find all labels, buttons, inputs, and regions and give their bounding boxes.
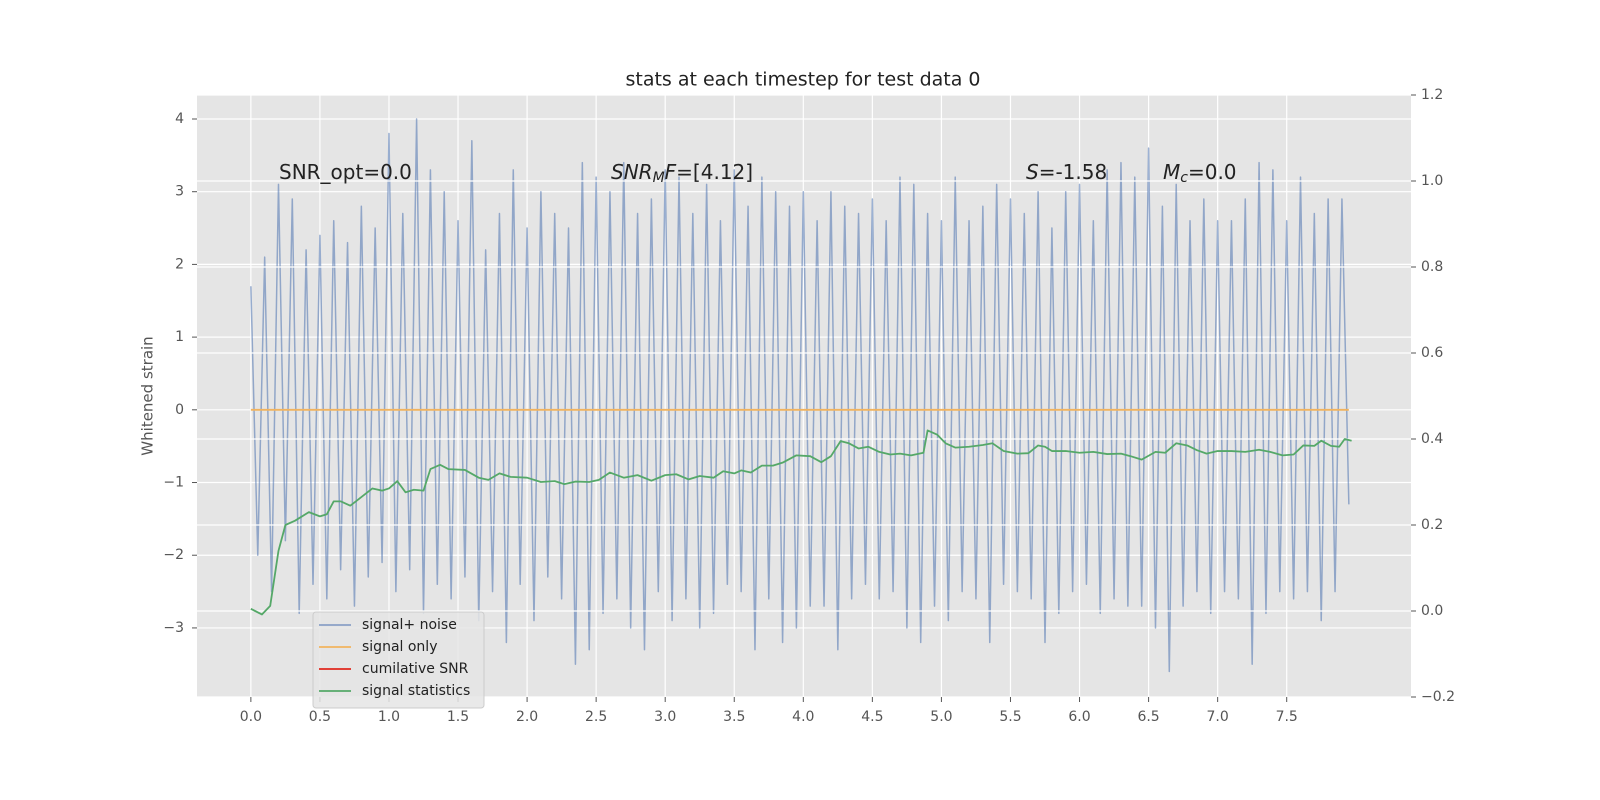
- legend-label: signal+ noise: [362, 617, 457, 633]
- y2-tick-label: 0.8: [1421, 259, 1443, 275]
- y-tick-label: −3: [163, 620, 184, 636]
- x-tick-label: 2.5: [585, 709, 607, 725]
- x-tick-label: 7.5: [1276, 709, 1298, 725]
- x-tick-label: 3.5: [723, 709, 745, 725]
- y-tick-label: 4: [175, 111, 184, 127]
- x-tick-label: 0.5: [309, 709, 331, 725]
- annotation-part: c: [1180, 170, 1188, 186]
- annotation-part: =0.0: [1188, 160, 1237, 184]
- y2-tick-label: 1.2: [1421, 87, 1443, 103]
- x-tick-label: 5.0: [930, 709, 952, 725]
- y2-tick-label: 0.0: [1421, 603, 1443, 619]
- y-tick-label: 1: [175, 329, 184, 345]
- annotation-part: M: [1163, 160, 1180, 184]
- annotation-part: F: [665, 160, 677, 184]
- annotation-part: =[4.12]: [676, 160, 753, 184]
- x-tick-label: 4.0: [792, 709, 814, 725]
- y-tick-label: 0: [175, 402, 184, 418]
- overlay-layer: SNR_opt=0.0 SNRMF=[4.12] S=-1.58 Mc=0.0: [197, 94, 1411, 698]
- chart-title: stats at each timestep for test data 0: [625, 69, 980, 91]
- series-line: [250, 429, 1352, 616]
- annotation-part: SNR: [611, 160, 653, 184]
- legend-label: signal only: [362, 639, 437, 655]
- annotation-part: M: [653, 170, 665, 186]
- legend-box: [312, 611, 485, 709]
- x-tick-label: 6.5: [1137, 709, 1159, 725]
- x-tick-label: 6.0: [1068, 709, 1090, 725]
- y-tick-label: −1: [163, 475, 184, 491]
- x-tick-label: 0.0: [240, 709, 262, 725]
- x-tick-label: 1.0: [378, 709, 400, 725]
- annotation: SNR_opt=0.0: [279, 160, 412, 184]
- legend-label: signal statistics: [362, 683, 470, 699]
- annotation-part: =-1.58: [1039, 160, 1108, 184]
- y2-tick-label: 1.0: [1421, 173, 1443, 189]
- annotation: SNRMF=[4.12]: [611, 160, 753, 187]
- x-tick-label: 7.0: [1207, 709, 1229, 725]
- x-tick-label: 5.5: [999, 709, 1021, 725]
- annotation-part: SNR_opt=0.0: [279, 160, 412, 184]
- y2-tick-label: −0.2: [1421, 689, 1455, 705]
- y2-tick-label: 0.6: [1421, 345, 1443, 361]
- legend-label: cumilative SNR: [362, 661, 469, 677]
- y-tick-label: −2: [163, 547, 184, 563]
- y-tick-label: 2: [175, 256, 184, 272]
- y-axis-label: Whitened strain: [139, 336, 157, 455]
- annotation-part: S: [1026, 160, 1039, 184]
- x-tick-label: 2.0: [516, 709, 538, 725]
- annotation: Mc=0.0: [1163, 160, 1237, 187]
- y-tick-label: 3: [175, 184, 184, 200]
- y2-tick-label: 0.4: [1421, 431, 1443, 447]
- x-tick-label: 3.0: [654, 709, 676, 725]
- annotation: S=-1.58: [1026, 160, 1107, 184]
- y2-tick-label: 0.2: [1421, 517, 1443, 533]
- x-tick-label: 1.5: [447, 709, 469, 725]
- x-tick-label: 4.5: [861, 709, 883, 725]
